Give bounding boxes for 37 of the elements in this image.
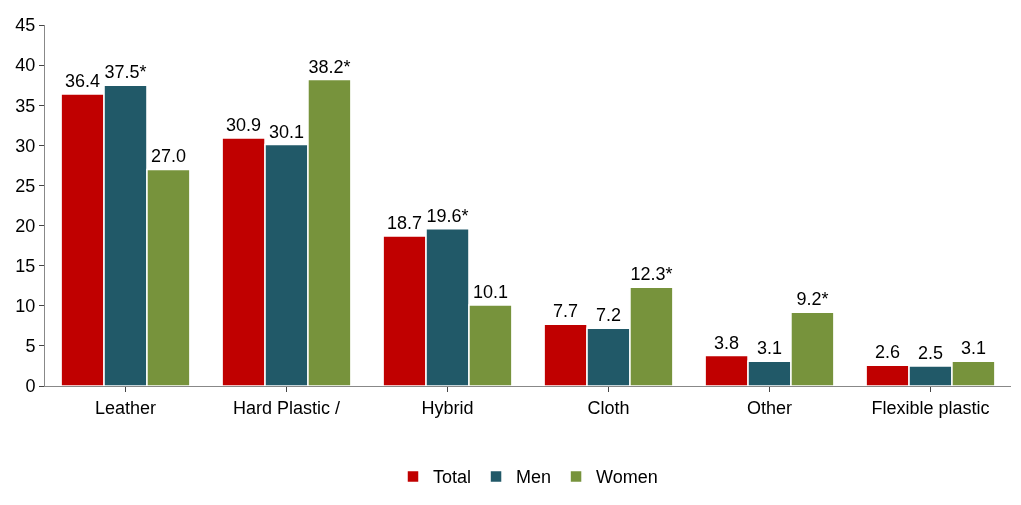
x-tick-label: Other bbox=[746, 397, 793, 418]
x-tick-label: Cloth bbox=[587, 397, 630, 418]
legend-label: Women bbox=[596, 467, 658, 488]
data-label: 30.9 bbox=[226, 115, 262, 136]
data-label: 38.2* bbox=[308, 56, 351, 77]
data-label: 9.2* bbox=[796, 289, 829, 310]
data-label: 2.5 bbox=[917, 342, 944, 363]
y-tick-label: 0 bbox=[25, 376, 36, 397]
y-tick-label: 30 bbox=[15, 135, 36, 156]
data-label: 37.5* bbox=[104, 62, 147, 83]
legend-label: Total bbox=[433, 467, 472, 488]
data-label: 27.0 bbox=[150, 146, 186, 167]
data-label: 30.1 bbox=[268, 121, 305, 142]
y-tick-label: 35 bbox=[15, 95, 36, 116]
legend-label: Men bbox=[516, 467, 552, 488]
data-label: 19.6* bbox=[426, 205, 469, 226]
y-tick-label: 25 bbox=[15, 175, 36, 196]
x-tick-label: Flexible plastic bbox=[871, 397, 990, 418]
data-label: 7.2 bbox=[595, 305, 622, 326]
y-tick-label: 20 bbox=[15, 215, 36, 236]
x-tick-label: Leather bbox=[94, 397, 157, 418]
data-label: 12.3* bbox=[630, 264, 673, 285]
y-tick-label: 45 bbox=[15, 15, 36, 36]
data-label: 2.6 bbox=[875, 342, 901, 363]
data-label: 3.8 bbox=[714, 332, 740, 353]
data-label: 10.1 bbox=[472, 281, 508, 302]
y-tick-label: 10 bbox=[15, 296, 36, 317]
y-tick-label: 40 bbox=[15, 55, 36, 76]
data-label: 18.7 bbox=[387, 212, 423, 233]
y-tick-label: 5 bbox=[25, 336, 36, 357]
data-label: 7.7 bbox=[553, 301, 579, 322]
data-label: 36.4 bbox=[65, 70, 101, 91]
data-label: 3.1 bbox=[960, 338, 986, 359]
y-tick-label: 15 bbox=[15, 255, 36, 276]
x-tick-label: Hybrid bbox=[421, 397, 474, 418]
data-label: 3.1 bbox=[756, 338, 783, 359]
x-tick-label: Hard Plastic / bbox=[232, 397, 341, 418]
